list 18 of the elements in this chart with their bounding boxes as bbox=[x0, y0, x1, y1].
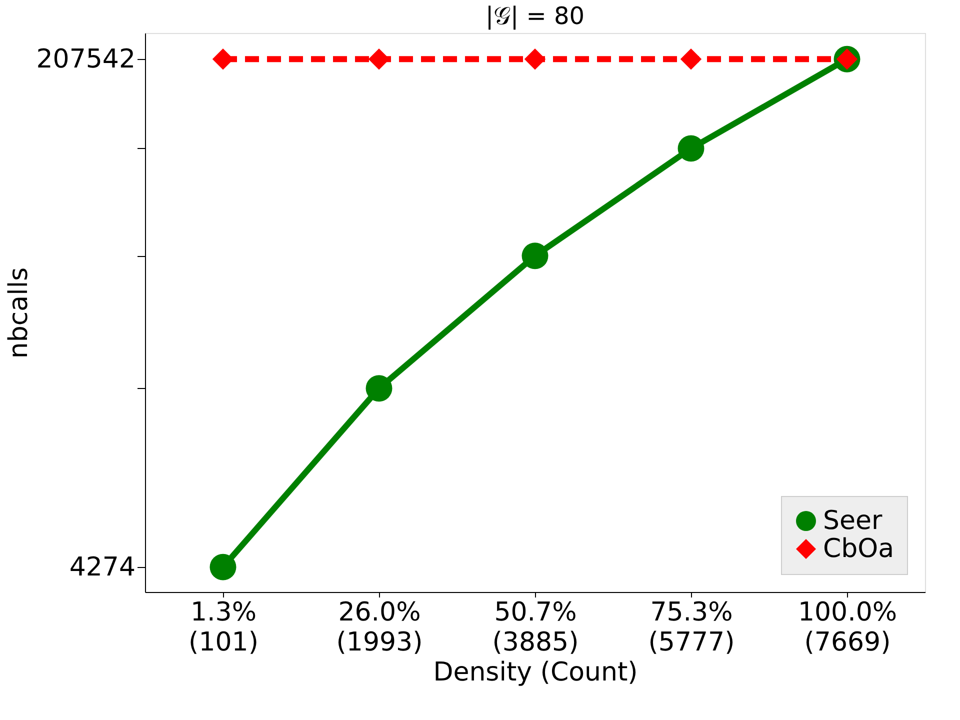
point bbox=[210, 554, 236, 580]
x-tick-label: 100.0% (7669) bbox=[798, 598, 898, 658]
legend-label: CbOa bbox=[823, 534, 894, 564]
y-axis-title: nbcalls bbox=[4, 267, 34, 359]
point bbox=[366, 375, 392, 402]
point bbox=[678, 135, 704, 162]
point bbox=[524, 48, 546, 70]
y-tick-label: 4274 bbox=[69, 552, 136, 583]
x-tick-label: 75.3% (5777) bbox=[648, 598, 735, 658]
point bbox=[522, 242, 548, 270]
x-tick-label: 1.3% (101) bbox=[188, 598, 258, 658]
point bbox=[680, 48, 702, 70]
x-axis-title: Density (Count) bbox=[433, 658, 638, 688]
legend-label: Seer bbox=[823, 506, 882, 536]
x-tick-label: 26.0% (1993) bbox=[336, 598, 423, 658]
x-tick-label: 50.7% (3885) bbox=[492, 598, 579, 658]
chart-title: |𝒢| = 80 bbox=[485, 2, 585, 30]
y-tick-label: 207542 bbox=[36, 44, 136, 75]
